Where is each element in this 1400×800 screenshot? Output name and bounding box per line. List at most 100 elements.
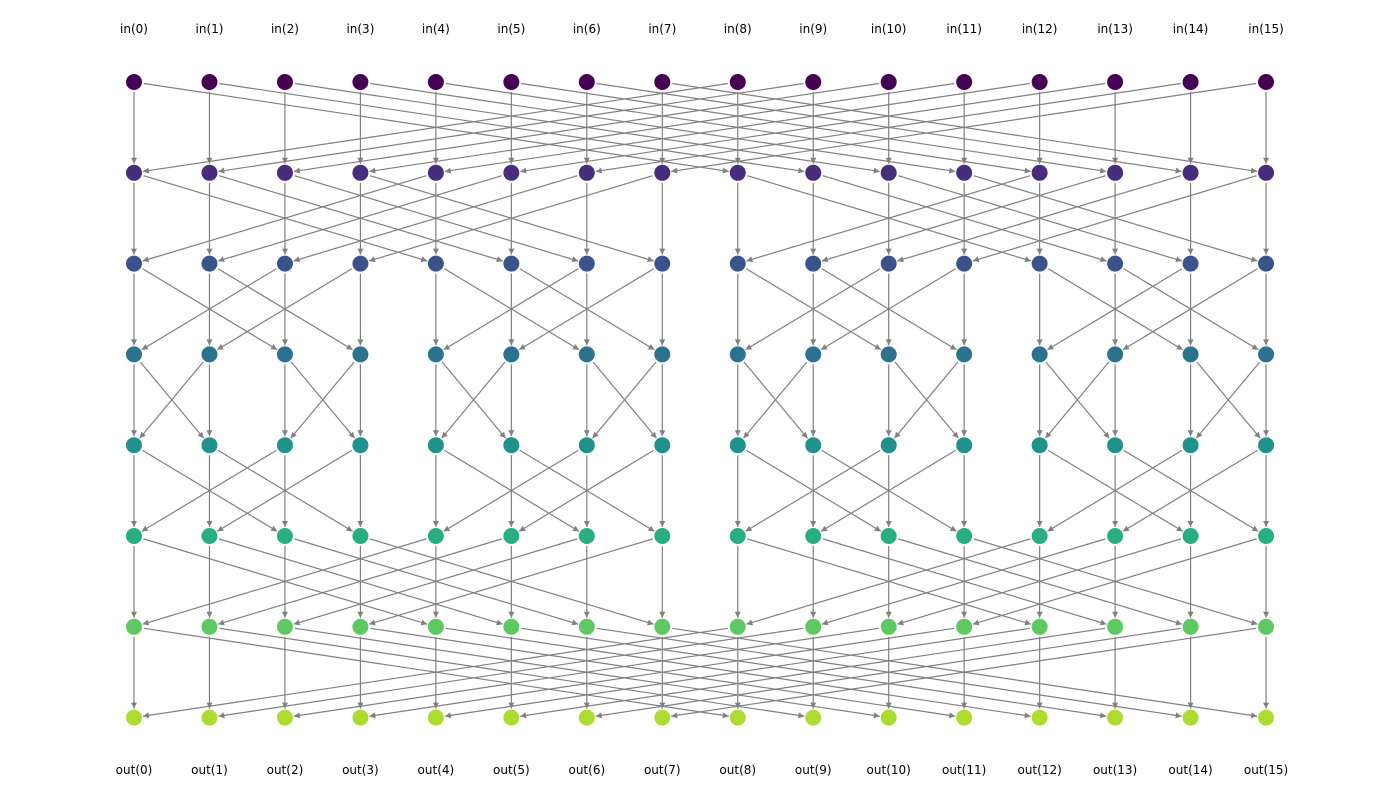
- edge-cross: [290, 361, 355, 439]
- node: [654, 346, 671, 363]
- node: [427, 74, 444, 90]
- node: [1107, 346, 1124, 363]
- node: [1258, 709, 1275, 726]
- edge-cross: [218, 82, 804, 174]
- node: [654, 709, 671, 726]
- node: [1107, 437, 1124, 454]
- edge-cross: [1122, 449, 1258, 532]
- edge-cross: [443, 268, 579, 351]
- input-label: in(3): [346, 22, 374, 36]
- node: [880, 346, 897, 363]
- edge-cross: [595, 627, 1181, 719]
- edge-cross: [142, 82, 728, 174]
- output-label: out(4): [418, 763, 455, 777]
- node: [352, 164, 369, 181]
- node: [1182, 74, 1199, 90]
- edge-cross: [368, 175, 653, 263]
- node: [126, 618, 142, 635]
- node: [503, 709, 520, 726]
- node: [956, 74, 973, 90]
- node: [805, 618, 822, 635]
- edge-cross: [216, 268, 353, 351]
- node: [201, 618, 218, 635]
- node: [1182, 437, 1199, 454]
- node: [578, 346, 595, 363]
- node: [880, 618, 897, 635]
- edge-cross: [443, 449, 579, 532]
- node: [729, 437, 746, 454]
- node: [1031, 709, 1048, 726]
- output-label: out(6): [568, 763, 605, 777]
- node: [654, 437, 671, 454]
- node: [578, 709, 595, 726]
- node: [880, 437, 897, 454]
- node: [880, 528, 897, 544]
- node: [427, 437, 444, 454]
- node: [654, 164, 671, 181]
- node: [1107, 528, 1124, 544]
- node: [352, 437, 369, 454]
- input-label: in(14): [1173, 22, 1209, 36]
- output-label: out(2): [267, 763, 304, 777]
- node: [1182, 528, 1199, 544]
- edges-layer: [131, 82, 1270, 719]
- node: [654, 618, 671, 635]
- node: [956, 346, 973, 363]
- node: [126, 437, 142, 454]
- node: [654, 528, 671, 544]
- node: [276, 709, 293, 726]
- node: [427, 255, 444, 272]
- output-label: out(12): [1017, 763, 1061, 777]
- node: [654, 74, 671, 90]
- node: [1031, 528, 1048, 544]
- node: [729, 255, 746, 272]
- node: [503, 437, 520, 454]
- labels-layer: in(0) in(1) in(2) in(3) in(4) in(5) in(6) in(7)…: [116, 22, 1289, 777]
- node: [352, 528, 369, 544]
- edge-cross: [142, 538, 427, 626]
- edge-cross: [293, 627, 879, 719]
- edge-cross: [1047, 449, 1183, 532]
- edge-cross: [972, 175, 1257, 263]
- input-label: in(12): [1022, 22, 1058, 36]
- input-label: in(7): [648, 22, 676, 36]
- node: [126, 709, 142, 726]
- input-label: in(10): [871, 22, 907, 36]
- edge-cross: [444, 627, 1030, 719]
- edge-cross: [671, 82, 1257, 174]
- node: [126, 164, 142, 181]
- node: [729, 74, 746, 90]
- node: [352, 618, 369, 635]
- node: [201, 255, 218, 272]
- node: [503, 164, 520, 181]
- nodes-layer: [126, 74, 1275, 726]
- node: [201, 74, 218, 90]
- edge-cross: [746, 175, 1031, 263]
- node: [578, 528, 595, 544]
- node: [1031, 437, 1048, 454]
- node: [729, 528, 746, 544]
- node: [956, 437, 973, 454]
- node: [578, 255, 595, 272]
- node: [352, 74, 369, 90]
- edge-cross: [821, 175, 1106, 263]
- node: [956, 618, 973, 635]
- edge-cross: [1044, 361, 1110, 439]
- node: [276, 346, 293, 363]
- node: [1031, 618, 1048, 635]
- node: [427, 528, 444, 544]
- node: [1258, 528, 1275, 544]
- edge-cross: [893, 361, 959, 439]
- output-label: out(9): [795, 763, 832, 777]
- node: [729, 346, 746, 363]
- node: [503, 74, 520, 90]
- output-label: out(0): [116, 763, 153, 777]
- node: [276, 74, 293, 90]
- output-label: out(10): [867, 763, 911, 777]
- node: [880, 164, 897, 181]
- node: [1107, 255, 1124, 272]
- edge-cross: [595, 82, 1181, 174]
- input-label: in(5): [497, 22, 525, 36]
- node: [805, 437, 822, 454]
